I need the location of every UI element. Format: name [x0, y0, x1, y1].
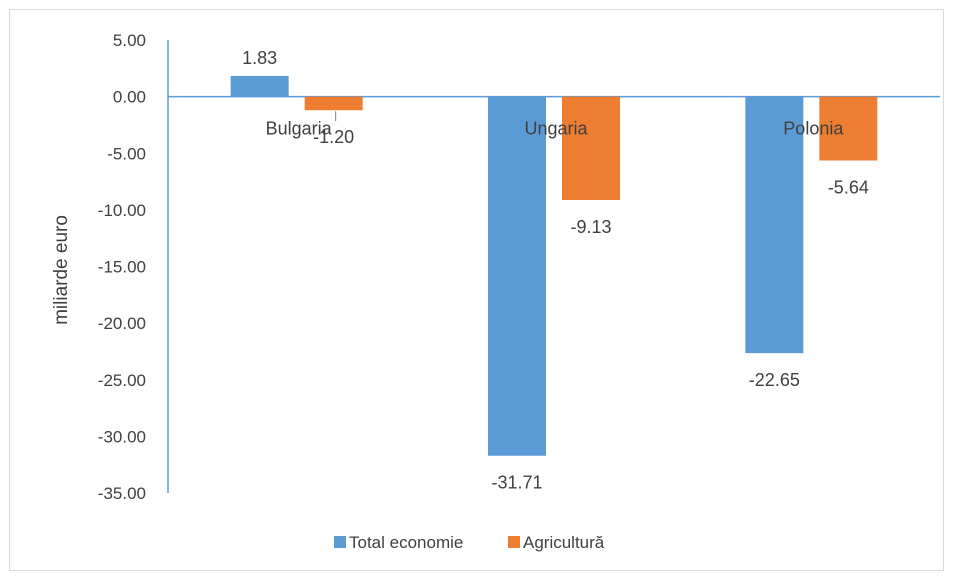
data-label: -9.13 — [570, 217, 611, 237]
y-tick-label: -15.00 — [98, 258, 146, 277]
y-tick-label: -5.00 — [107, 144, 146, 163]
category-label: Polonia — [783, 119, 844, 139]
y-tick-label: -10.00 — [98, 201, 146, 220]
bar — [562, 96, 620, 201]
bar — [819, 96, 878, 161]
legend: Total economie Agricultură — [334, 533, 605, 552]
data-label: -31.71 — [491, 473, 542, 493]
y-tick-label: 5.00 — [113, 31, 146, 50]
category-label: Bulgaria — [266, 119, 333, 139]
category-label: Ungaria — [524, 119, 588, 139]
y-tick-label: -30.00 — [98, 427, 146, 446]
y-tick-label: -35.00 — [98, 484, 146, 503]
data-label: -5.64 — [828, 177, 869, 197]
data-label: 1.83 — [242, 48, 277, 68]
bar — [230, 75, 289, 97]
data-label: -1.20 — [313, 127, 354, 147]
bar — [488, 96, 546, 456]
legend-label: Agricultură — [523, 533, 605, 552]
chart-frame — [9, 9, 944, 571]
legend-label: Total economie — [349, 533, 463, 552]
bar — [745, 96, 804, 354]
y-tick-label: -25.00 — [98, 371, 146, 390]
data-labels: 1.83 -1.20 -31.71 -9.13 -22.65 -5.64 — [242, 48, 869, 493]
bar — [304, 96, 363, 111]
data-label: -22.65 — [749, 370, 800, 390]
legend-swatch — [334, 536, 346, 548]
y-axis-ticks: 5.00 0.00 -5.00 -10.00 -15.00 -20.00 -25.00 -30… — [98, 31, 146, 503]
legend-swatch — [508, 536, 520, 548]
y-tick-label: 0.00 — [113, 88, 146, 107]
bars — [230, 75, 878, 456]
y-tick-label: -20.00 — [98, 314, 146, 333]
y-axis-title: miliarde euro — [51, 215, 72, 325]
category-labels: Bulgaria Ungaria Polonia — [266, 119, 845, 139]
